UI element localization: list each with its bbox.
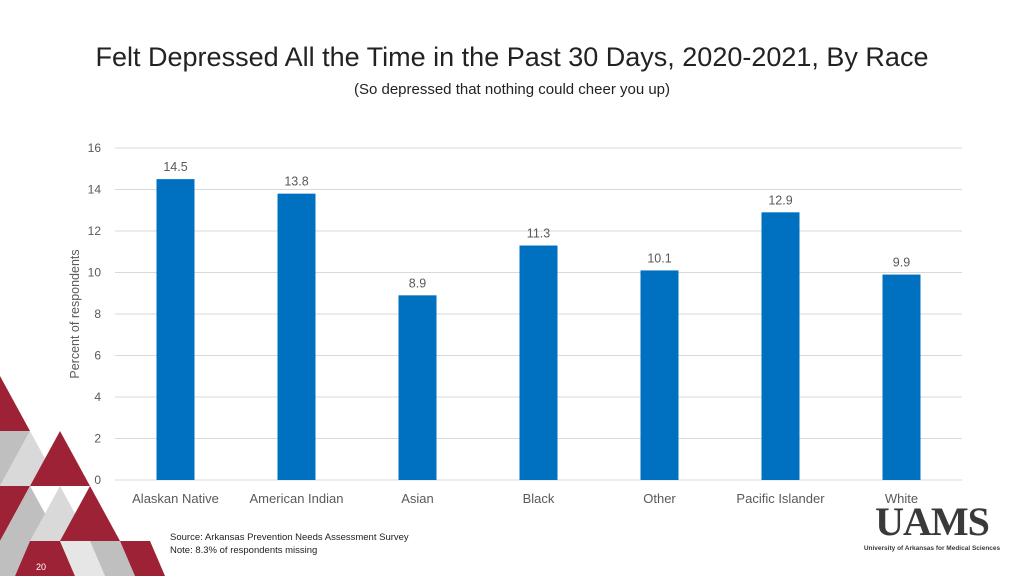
decor-triangle (30, 431, 90, 486)
y-tick-label: 0 (94, 473, 101, 487)
data-label: 12.9 (768, 193, 792, 207)
x-tick-label: Asian (401, 491, 434, 506)
y-tick-label: 4 (94, 390, 101, 404)
uams-logo-subtext: University of Arkansas for Medical Scien… (863, 545, 1001, 552)
bar (277, 193, 316, 480)
bar (156, 179, 195, 480)
bar (398, 295, 437, 480)
y-axis-title: Percent of respondents (68, 249, 82, 378)
y-tick-label: 6 (94, 349, 101, 363)
decor-triangle (60, 486, 120, 541)
x-tick-label: Pacific Islander (736, 491, 825, 506)
decorative-triangles (0, 376, 165, 576)
decor-triangle (120, 541, 165, 576)
bar (761, 212, 800, 480)
data-label: 8.9 (409, 276, 426, 290)
data-label: 11.3 (527, 227, 550, 241)
bar (882, 274, 921, 480)
bar (519, 245, 558, 480)
y-tick-label: 10 (88, 266, 102, 280)
data-label: 10.1 (647, 251, 671, 265)
x-tick-label: Alaskan Native (132, 491, 219, 506)
slide-subtitle: (So depressed that nothing could cheer y… (353, 81, 671, 98)
data-label: 13.8 (284, 175, 308, 189)
missing-note: Note: 8.3% of respondents missing (170, 545, 318, 556)
decor-triangle (0, 541, 30, 576)
decor-triangle (15, 541, 75, 576)
uams-logo: UAMS (875, 499, 990, 544)
x-tick-label: Black (523, 491, 555, 506)
page-number: 20 (36, 562, 47, 572)
decor-triangle (0, 376, 30, 431)
y-tick-label: 14 (88, 183, 102, 197)
bar (640, 270, 679, 480)
slide-title: Felt Depressed All the Time in the Past … (95, 42, 929, 72)
data-label: 9.9 (893, 256, 910, 270)
y-tick-label: 8 (94, 307, 101, 321)
x-tick-label: American Indian (250, 491, 344, 506)
source-note: Source: Arkansas Prevention Needs Assess… (170, 532, 409, 543)
y-tick-label: 16 (88, 141, 102, 155)
y-tick-label: 2 (94, 432, 101, 446)
x-tick-label: White (885, 491, 918, 506)
x-tick-label: Other (643, 491, 676, 506)
data-label: 14.5 (163, 160, 187, 174)
y-tick-label: 12 (88, 224, 102, 238)
